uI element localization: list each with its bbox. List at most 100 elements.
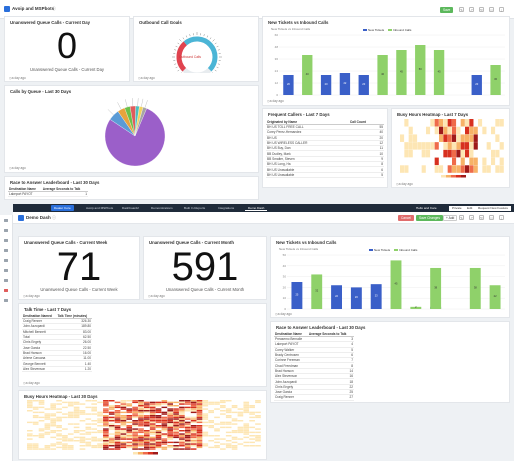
col-avg-seconds[interactable]: Average Seconds to Talk <box>41 186 88 192</box>
edit-button[interactable]: Edit <box>464 205 476 211</box>
more-icon[interactable]: ⋮ <box>499 215 504 220</box>
table-row[interactable]: Jose Garcia 22.50 <box>22 344 92 351</box>
help-icon[interactable]: ⓘ <box>52 6 56 11</box>
table-row[interactable]: Jose Garcia 25 <box>274 389 354 396</box>
table-row[interactable]: BB Smalter, Steven 9 <box>266 156 384 163</box>
nav-tab-3[interactable]: Demonstrations <box>151 206 173 210</box>
nav-tab-4[interactable]: Built In Reports <box>184 206 206 210</box>
table-row[interactable]: Total 62.50 <box>22 334 92 341</box>
heatmap-cell <box>167 425 174 427</box>
table-row[interactable]: Chris Engely 26.00 <box>22 339 92 346</box>
sidebar-widgets-icon[interactable] <box>4 249 8 252</box>
sidebar-dashboard-icon[interactable] <box>4 229 8 232</box>
table-row[interactable]: Craig Renner 326.30 <box>22 318 92 325</box>
col-originated[interactable]: Originated by Name <box>266 119 349 125</box>
more-icon[interactable]: ⋮ <box>499 7 504 12</box>
sidebar-alerts-icon[interactable] <box>4 289 8 292</box>
table-row[interactable]: Brad Hanson 14 <box>274 368 354 375</box>
table-row[interactable]: BH US TOLL FREE CALL 55 <box>266 124 384 131</box>
heatmap-cell <box>132 403 138 405</box>
heatmap-cell <box>120 446 127 449</box>
heatmap-cell <box>126 423 133 425</box>
refresh-icon[interactable]: ↻ <box>479 215 484 220</box>
table-row[interactable]: Mitchell Bennett 83.00 <box>22 329 92 335</box>
table-row[interactable]: John Azzopardi 18 <box>274 378 354 385</box>
table-row[interactable]: Corey Walker 5 <box>274 347 354 353</box>
cancel-button[interactable]: Cancel <box>398 215 414 221</box>
edit-icon[interactable]: ✎ <box>459 215 464 220</box>
table-row[interactable]: Arlene Caruana 11.00 <box>22 355 92 362</box>
refresh-icon[interactable]: ↻ <box>479 7 484 12</box>
heatmap-cell <box>85 436 92 439</box>
table-row[interactable]: Brad Hanson 16.00 <box>22 350 92 357</box>
save-changes-button[interactable]: Save Changes <box>416 215 443 221</box>
heatmap-cell <box>161 436 168 439</box>
table-row[interactable]: George Bennett 1.40 <box>22 360 92 367</box>
private-button[interactable]: Private <box>449 205 465 211</box>
col-call-count[interactable]: Call Count <box>348 119 384 125</box>
col-destination[interactable]: Destination Name <box>274 331 308 337</box>
col-talk-time[interactable]: Talk Time (minutes) <box>56 313 92 319</box>
unanswered-week-caption: Unanswered Queue Calls - Current Week <box>40 287 118 292</box>
value-cell: 6 <box>348 166 384 173</box>
share-icon[interactable]: ↗ <box>469 7 474 12</box>
sidebar-data-icon[interactable] <box>4 259 8 262</box>
table-row[interactable]: Alex Stevenson 16 <box>274 373 354 380</box>
heatmap-cell <box>32 441 39 444</box>
value-cell: 16 <box>307 373 354 380</box>
heatmap-cell <box>439 157 444 166</box>
table-row[interactable]: Brady Centrosen 6 <box>274 352 354 359</box>
sidebar-home-icon[interactable] <box>4 219 8 222</box>
heatmap-cell <box>120 415 127 417</box>
heatmap-cell <box>126 418 133 420</box>
heatmap-cell <box>155 405 162 407</box>
nav-tab-5[interactable]: Integrations <box>218 206 235 210</box>
sidebar-integrations-icon[interactable] <box>4 269 8 272</box>
nav-tab-2[interactable]: Dashboard2 <box>122 206 139 210</box>
table-row[interactable]: Corey Perez-Hernandez 40 <box>266 129 384 136</box>
col-destination-named[interactable]: Destination Named <box>22 313 57 319</box>
table-row[interactable]: Corinne Freeman 7 <box>274 357 354 364</box>
nav-tab-1[interactable]: Avoip and MSPbots <box>86 206 114 210</box>
table-row[interactable]: BH US WIRELESS CALLER 12 <box>266 140 384 147</box>
table-row[interactable]: BH US Unavailable 6 <box>266 166 384 173</box>
fullscreen-icon[interactable]: □ <box>489 7 494 12</box>
nav-tab-0[interactable]: Dealer Core <box>51 205 74 211</box>
sidebar-settings-icon[interactable] <box>4 299 8 302</box>
heatmap-cell <box>103 443 109 445</box>
table-row[interactable]: Chris Engely 22 <box>274 384 354 390</box>
col-destination[interactable]: Destination Name <box>8 186 42 192</box>
heatmap-cell <box>120 441 127 444</box>
sidebar-users-icon[interactable] <box>4 279 8 282</box>
heatmap-cell <box>249 431 255 434</box>
table-row[interactable]: Lakeport PAYOT 1 <box>8 191 88 198</box>
request-feature-button[interactable]: Request New Feature <box>475 205 512 211</box>
table-row[interactable]: Craig Renner 27 <box>274 394 354 401</box>
table-row[interactable]: BH US Long, Ha 8 <box>266 161 384 168</box>
table-row[interactable]: John Azzopardi 189.80 <box>22 323 92 330</box>
heatmap-cell <box>91 401 97 404</box>
table-row[interactable]: BB Dudley, Mark 10 <box>266 150 384 157</box>
sidebar-reports-icon[interactable] <box>4 239 8 242</box>
help-icon[interactable]: ⓘ <box>52 215 56 220</box>
col-avg-seconds[interactable]: Average Seconds to Talk <box>307 331 354 337</box>
fullscreen-icon[interactable]: □ <box>489 215 494 220</box>
heatmap-cell <box>220 448 226 450</box>
gauge-tick <box>214 69 217 72</box>
table-row[interactable]: BH US 20 <box>266 135 384 141</box>
heatmap-cell <box>208 440 214 442</box>
heatmap-cell <box>50 406 57 409</box>
share-icon[interactable]: ↗ <box>469 215 474 220</box>
table-row[interactable]: Chad Freedman 8 <box>274 362 354 369</box>
edit-icon[interactable]: ✎ <box>459 7 464 12</box>
table-row[interactable]: Lakeport PAYOT 4 <box>274 341 354 348</box>
heatmap-cell <box>79 421 86 424</box>
table-row[interactable]: Alex Stevenson 1.20 <box>22 366 92 372</box>
heatmap-cell <box>430 134 435 142</box>
nav-tab-6[interactable]: Demo Dash <box>245 205 268 211</box>
add-button[interactable]: + Add <box>443 215 458 221</box>
save-button[interactable]: Save <box>440 7 454 13</box>
table-row[interactable]: Preasemo Bernalle 3 <box>274 336 354 343</box>
table-row[interactable]: BH US Unavailable 5 <box>266 172 384 178</box>
table-row[interactable]: BH US Buy, Dan 11 <box>266 145 384 152</box>
